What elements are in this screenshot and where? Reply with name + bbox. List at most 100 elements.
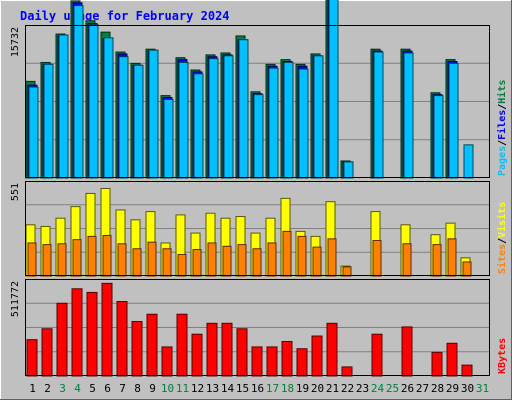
x-tick-label-day-1: 1 [29, 382, 36, 395]
x-tick-label-day-28: 28 [431, 382, 444, 395]
bar-kbytes-day-7 [116, 300, 128, 377]
panel-hits-legend: Pages/Files/Hits [496, 80, 508, 176]
x-tick-label-day-2: 2 [44, 382, 51, 395]
x-tick-label-day-20: 20 [311, 382, 324, 395]
bar-sites-day-19 [297, 235, 307, 277]
bar-kbytes-day-12 [191, 333, 203, 377]
x-tick-label-day-24: 24 [371, 382, 385, 395]
bar-kbytes-day-30 [461, 364, 473, 377]
legend-pages: Pages [497, 146, 508, 176]
bar-sites-day-1 [27, 242, 37, 277]
bar-pages-day-16 [253, 94, 264, 179]
x-tick-label-day-3: 3 [59, 382, 66, 395]
bar-pages-day-24 [373, 51, 384, 179]
bar-pages-day-15 [238, 39, 249, 179]
bar-kbytes-day-29 [446, 342, 458, 377]
bar-sites-day-30 [462, 261, 472, 277]
x-tick-label-day-11: 11 [176, 382, 189, 395]
x-tick-label-day-23: 23 [356, 382, 369, 395]
bar-pages-day-3 [58, 34, 69, 179]
bar-pages-day-18 [283, 61, 294, 179]
x-tick-label-day-27: 27 [416, 382, 429, 395]
panel-visits-legend-text: Sites/Visits [496, 202, 508, 274]
x-tick-label-day-21: 21 [326, 382, 339, 395]
bar-pages-day-2 [43, 63, 54, 179]
panel-kbytes-legend: KBytes [497, 338, 508, 374]
bar-kbytes-day-11 [176, 313, 188, 377]
bar-pages-day-22 [343, 161, 354, 179]
bar-pages-day-26 [403, 52, 414, 179]
x-tick-label-day-16: 16 [251, 382, 264, 395]
x-tick-label-day-12: 12 [191, 382, 204, 395]
x-tick-label-day-22: 22 [341, 382, 354, 395]
x-tick-label-day-15: 15 [236, 382, 249, 395]
bar-kbytes-day-1 [26, 339, 38, 377]
bar-sites-day-2 [42, 244, 52, 277]
panel-hits-legend-text: Pages/Files/Hits [496, 80, 508, 176]
bar-sites-day-16 [252, 248, 262, 277]
bar-pages-day-5 [88, 24, 99, 179]
bar-kbytes-day-10 [161, 346, 173, 377]
bar-sites-day-15 [237, 244, 247, 277]
bar-kbytes-day-19 [296, 348, 308, 377]
x-tick-label-day-19: 19 [296, 382, 309, 395]
x-tick-label-day-5: 5 [89, 382, 96, 395]
bar-sites-day-14 [222, 245, 232, 277]
bar-pages-day-8 [133, 64, 144, 179]
x-tick-label-day-29: 29 [446, 382, 459, 395]
bar-sites-day-6 [102, 235, 112, 277]
bar-pages-day-1 [28, 86, 39, 179]
bar-sites-day-29 [447, 238, 457, 277]
bar-kbytes-day-2 [41, 328, 53, 377]
bar-kbytes-day-13 [206, 322, 218, 377]
x-tick-label-day-4: 4 [74, 382, 81, 395]
bar-sites-day-12 [192, 249, 202, 277]
legend-visits: Visits [496, 202, 508, 238]
bar-sites-day-5 [87, 235, 97, 277]
chart-panels: 15732Pages/Files/Hits551Sites/Visits5117… [10, 0, 508, 377]
bar-sites-day-21 [327, 238, 337, 277]
bar-sites-day-8 [132, 248, 142, 277]
x-tick-label-day-13: 13 [206, 382, 219, 395]
bar-pages-day-30 [463, 144, 474, 179]
bar-sites-day-3 [57, 243, 67, 277]
bar-sites-day-26 [402, 243, 412, 277]
panel-kbytes: 511772 KBytes [10, 279, 508, 377]
bar-kbytes-day-20 [311, 335, 323, 377]
panel-visits: 551 Sites/Visits [10, 181, 508, 277]
bar-kbytes-day-26 [401, 326, 413, 377]
chart-title: Daily usage for February 2024 [20, 9, 230, 23]
bar-pages-day-21 [328, 0, 339, 179]
panel-hits-border [25, 25, 490, 178]
bar-pages-day-9 [148, 49, 159, 179]
x-tick-label-day-9: 9 [149, 382, 156, 395]
bar-sites-day-9 [147, 241, 157, 277]
bar-pages-day-19 [298, 68, 309, 179]
bar-kbytes-day-24 [371, 333, 383, 377]
x-axis-day-labels: 1 2 3 4 5 6 7 8 9 10 11 12 13 14 15 16 17 18 19 20 21 22 23 24 2… [29, 382, 489, 395]
bar-sites-day-18 [282, 230, 292, 277]
x-tick-label-day-18: 18 [281, 382, 294, 395]
legend-kbytes: KBytes [497, 338, 508, 374]
bar-kbytes-day-4 [71, 288, 83, 377]
x-tick-label-day-10: 10 [161, 382, 174, 395]
bar-pages-day-14 [223, 55, 234, 179]
bar-sites-day-10 [162, 248, 172, 277]
x-tick-label-day-17: 17 [266, 382, 279, 395]
panel-visits-max-label: 551 [10, 183, 21, 201]
bar-pages-day-7 [118, 56, 129, 179]
panel-kbytes-legend-text: KBytes [497, 338, 508, 374]
legend-files: Files [496, 110, 508, 140]
bar-sites-day-22 [342, 266, 352, 277]
legend-separator: / [497, 140, 508, 146]
panel-kbytes-border [25, 279, 490, 376]
bar-kbytes-day-15 [236, 328, 248, 377]
bar-kbytes-day-16 [251, 346, 263, 377]
bar-kbytes-day-6 [101, 282, 113, 377]
bar-sites-day-17 [267, 242, 277, 277]
legend-hits: Hits [496, 80, 508, 104]
bar-sites-day-13 [207, 242, 217, 277]
x-tick-label-day-31: 31 [476, 382, 489, 395]
